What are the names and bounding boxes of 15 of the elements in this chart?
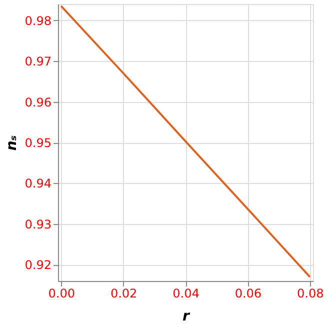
y-tick-label: 0.98 [24,14,52,28]
x-axis-title: r [182,308,191,324]
y-tick-label: 0.94 [24,176,52,191]
y-tick-label: 0.96 [24,95,52,110]
x-tick-label: 0.08 [297,286,324,300]
y-tick-label: 0.95 [24,136,52,150]
x-tick-label: 0.00 [48,286,75,300]
x-tick-label: 0.06 [234,286,262,300]
line-series [60,5,311,278]
x-tick-label: 0.02 [110,286,138,300]
y-tick-label: 0.92 [24,258,52,272]
x-tick-label: 0.04 [172,286,200,300]
y-tick-label: 0.93 [24,217,52,232]
y-tick-label: 0.97 [24,54,52,69]
y-axis-title: nₛ [4,135,20,151]
